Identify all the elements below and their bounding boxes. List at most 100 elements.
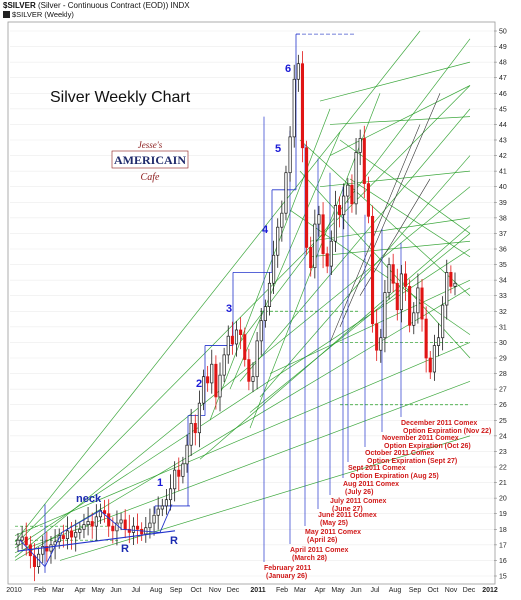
event-date: Option Expiration (Sept 27) [367, 458, 457, 465]
chart-title: Silver Weekly Chart [50, 89, 191, 106]
candle-down [107, 513, 111, 527]
y-tick-label: 30 [499, 340, 507, 347]
candle-up [173, 469, 177, 490]
candle-down [193, 423, 197, 434]
grid [10, 30, 494, 577]
y-tick-label: 16 [499, 558, 507, 565]
wave-label: 3 [226, 303, 232, 315]
event-labels: February 2011(January 26) April 2011 Come… [264, 420, 491, 580]
y-tick-label: 26 [499, 402, 507, 409]
candle-down [24, 536, 28, 546]
candle-down [338, 205, 342, 216]
candle-down [214, 363, 218, 398]
candle-up [288, 136, 292, 174]
trend-line [249, 233, 471, 413]
y-tick-label: 46 [499, 91, 507, 98]
logo-line1: Jesse's [138, 140, 163, 150]
x-tick-label: May [331, 587, 345, 594]
y-tick-label: 42 [499, 153, 507, 160]
candle-up [234, 329, 239, 345]
candle-down [247, 359, 251, 382]
candle-up [115, 522, 119, 532]
logo-line3: Cafe [141, 172, 160, 183]
event-label: Aug 2011 Comex [343, 481, 399, 488]
event-date: Option Expiration (Aug 25) [350, 473, 439, 480]
symbol-description: (Silver - Continuous Contract (EOD)) [37, 1, 169, 10]
trend-line [229, 132, 341, 390]
candle-down [140, 528, 144, 535]
y-tick-label: 49 [499, 44, 507, 51]
event-date: Option Expiration (Oct 26) [384, 443, 471, 450]
candle-up [284, 172, 288, 214]
y-tick-label: 31 [499, 324, 507, 331]
y-tick-label: 29 [499, 356, 507, 363]
x-tick-label: Oct [428, 587, 439, 594]
candle-up [313, 223, 317, 269]
y-tick-label: 43 [499, 138, 507, 145]
candle-up [416, 287, 420, 314]
trend-line [329, 124, 421, 343]
candle-up [251, 376, 255, 382]
candle-down [111, 525, 115, 532]
y-tick-label: 24 [499, 433, 507, 440]
candle-up [354, 152, 358, 205]
wave-label: 4 [262, 224, 269, 236]
candle-down [366, 183, 370, 217]
candle-down [32, 555, 37, 568]
pattern-label: R [121, 543, 129, 555]
candle-up [445, 272, 449, 306]
y-tick-label: 21 [499, 480, 507, 487]
x-tick-label: Jul [371, 587, 380, 594]
candle-up [387, 264, 391, 293]
trend-line [14, 287, 471, 561]
trend-line [329, 85, 471, 156]
candle-up [94, 516, 98, 527]
y-tick-label: 20 [499, 496, 507, 503]
y-tick-label: 32 [499, 309, 507, 316]
candle-down [45, 546, 49, 552]
candle-up [82, 524, 86, 530]
event-label: June 2011 Comex [318, 512, 377, 519]
candle-down [449, 272, 453, 287]
x-tick-label: Mar [294, 587, 307, 594]
trend-line [339, 139, 471, 234]
candle-up [20, 536, 24, 541]
candle-up [226, 335, 230, 356]
y-tick-label: 39 [499, 200, 507, 207]
y-tick-label: 18 [499, 527, 507, 534]
y-tick-label: 37 [499, 231, 507, 238]
event-date: (January 26) [266, 573, 307, 580]
candle-up [296, 63, 300, 80]
candle-down [136, 525, 140, 530]
candle-up [259, 320, 263, 342]
candle-up [181, 463, 185, 477]
y-tick-label: 34 [499, 278, 507, 285]
candle-down [123, 519, 127, 530]
candle-up [379, 337, 383, 351]
candle-down [391, 264, 395, 284]
candle-down [300, 63, 305, 149]
candle-up [197, 402, 201, 434]
exchange: INDX [170, 1, 190, 10]
trend-line [239, 108, 471, 382]
candle-down [362, 138, 366, 184]
x-tick-label: 2010 [6, 587, 22, 594]
trend-line [14, 248, 471, 549]
x-tick-label: Sep [409, 587, 422, 594]
candle-up [441, 304, 445, 339]
trend-line [209, 108, 331, 421]
event-date: Option Expiration (Nov 22) [403, 428, 491, 435]
trend-line [14, 342, 471, 536]
candle-up [399, 273, 403, 311]
event-date: (June 27) [332, 506, 363, 513]
y-tick-label: 17 [499, 542, 507, 549]
trend-lines [14, 30, 471, 561]
trend-line [199, 225, 471, 460]
x-tick-label: Nov [445, 587, 458, 594]
candle-down [90, 521, 94, 527]
trend-line [349, 178, 471, 258]
candle-down [375, 323, 379, 351]
candle-up [255, 340, 259, 378]
candle-down [428, 357, 432, 373]
